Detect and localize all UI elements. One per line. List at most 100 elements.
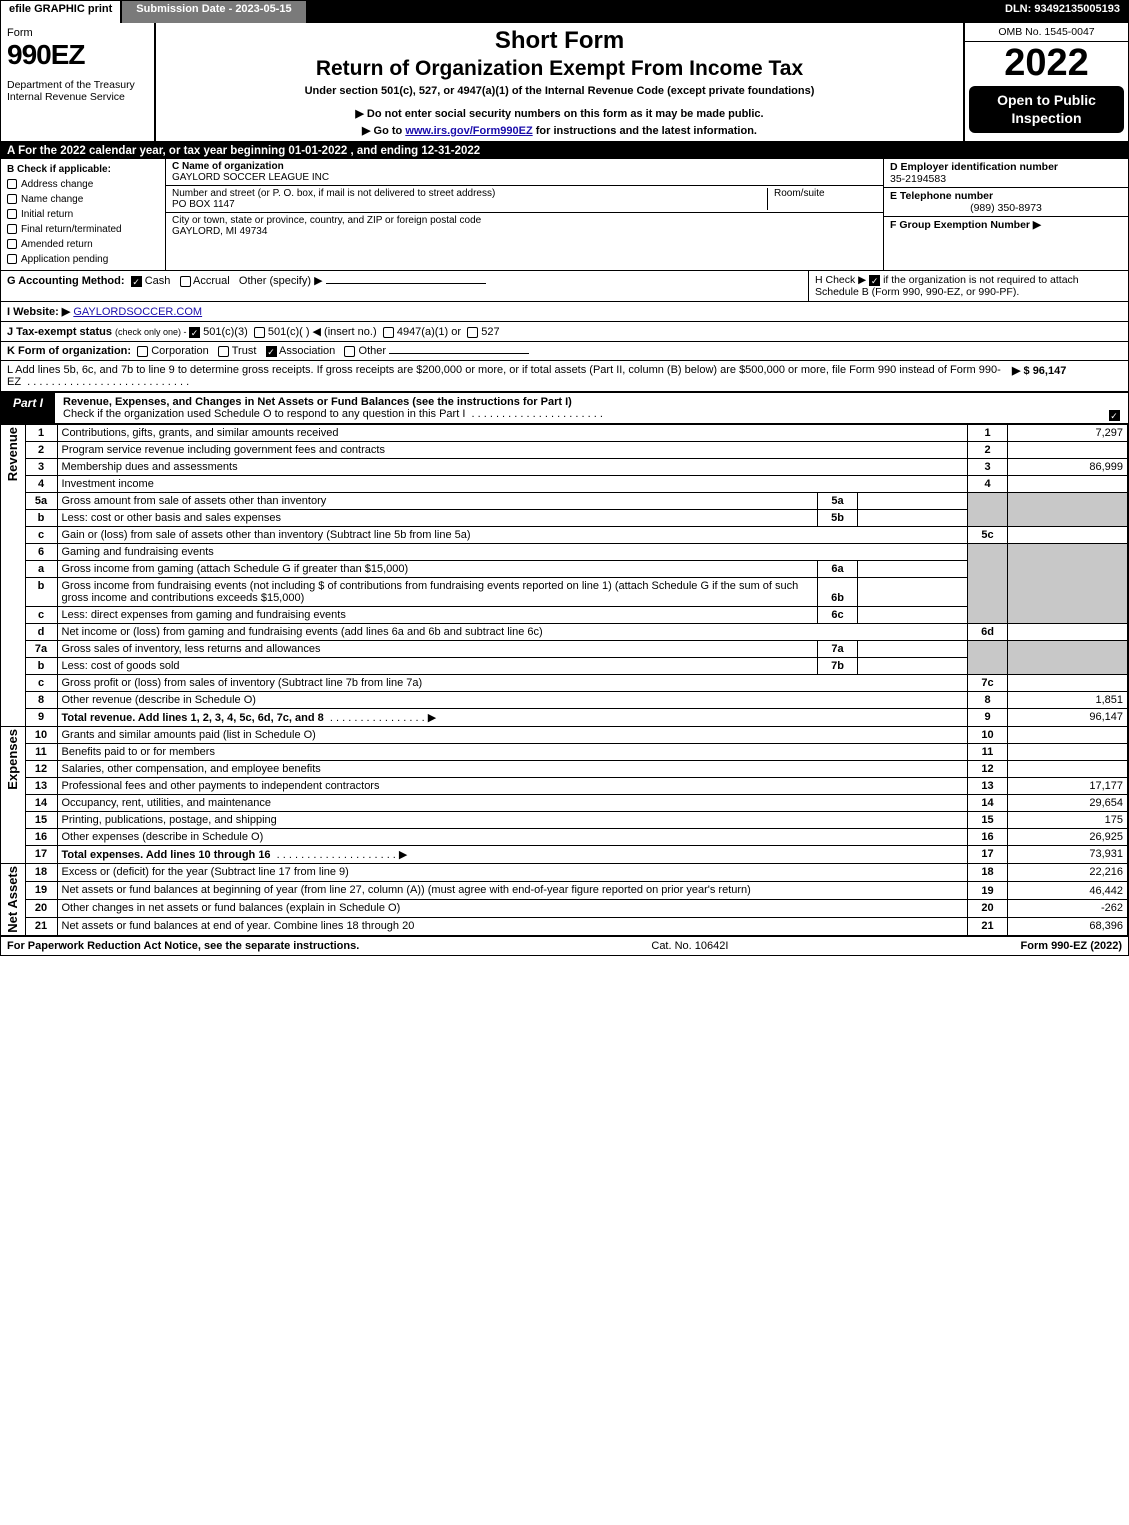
line-4: 4 Investment income 4 [1, 476, 1128, 493]
e-value: (989) 350-8973 [890, 202, 1122, 214]
top-bar: efile GRAPHIC print Submission Date - 20… [1, 1, 1128, 23]
checkbox-name-change[interactable] [7, 194, 17, 204]
efile-print-label[interactable]: efile GRAPHIC print [1, 1, 122, 23]
j-note: (check only one) - [115, 327, 189, 337]
checkbox-initial-return[interactable] [7, 209, 17, 219]
checkbox-501c3[interactable] [189, 327, 200, 338]
checkbox-association[interactable] [266, 346, 277, 357]
opt-name-change: Name change [21, 194, 83, 205]
line-12: 12Salaries, other compensation, and empl… [1, 761, 1128, 778]
section-d-e-f: D Employer identification number 35-2194… [883, 159, 1128, 270]
line-7a: 7a Gross sales of inventory, less return… [1, 641, 1128, 658]
checkbox-corporation[interactable] [137, 346, 148, 357]
goto-line: ▶ Go to www.irs.gov/Form990EZ for instru… [162, 124, 957, 137]
checkbox-amended-return[interactable] [7, 239, 17, 249]
shade-5ab [968, 493, 1008, 527]
block-g-h: G Accounting Method: Cash Accrual Other … [1, 271, 1128, 302]
tax-year: 2022 [965, 42, 1128, 82]
line-10: Expenses 10 Grants and similar amounts p… [1, 727, 1128, 744]
checkbox-501c[interactable] [254, 327, 265, 338]
opt-amended-return: Amended return [21, 239, 93, 250]
j-o2: 501(c)( ) ◀ (insert no.) [268, 326, 377, 338]
checkbox-schedule-b[interactable] [869, 275, 880, 286]
shade-7ab-v [1008, 641, 1128, 675]
checkbox-accrual[interactable] [180, 276, 191, 287]
submission-date-label: Submission Date - 2023-05-15 [122, 1, 307, 23]
k-o3: Association [279, 345, 335, 357]
street-label: Number and street (or P. O. box, if mail… [172, 188, 495, 199]
checkbox-final-return[interactable] [7, 224, 17, 234]
part-i-header: Part I Revenue, Expenses, and Changes in… [1, 392, 1128, 424]
line-18: Net Assets 18Excess or (deficit) for the… [1, 864, 1128, 882]
org-name: GAYLORD SOCCER LEAGUE INC [172, 172, 329, 183]
j-o1: 501(c)(3) [203, 326, 248, 338]
form-title-2: Return of Organization Exempt From Incom… [162, 57, 957, 81]
line-2: 2 Program service revenue including gove… [1, 442, 1128, 459]
k-o2: Trust [232, 345, 257, 357]
val-7b [858, 658, 968, 675]
checkbox-address-change[interactable] [7, 179, 17, 189]
l-gross-receipts-row: L Add lines 5b, 6c, and 7b to line 9 to … [1, 361, 1128, 392]
checkbox-schedule-o-part-i[interactable] [1109, 410, 1120, 421]
checkbox-trust[interactable] [218, 346, 229, 357]
section-c-org-info: C Name of organization GAYLORD SOCCER LE… [166, 159, 883, 270]
checkbox-cash[interactable] [131, 276, 142, 287]
g-other-blank[interactable] [326, 283, 486, 284]
shade-6 [968, 544, 1008, 624]
d-value: 35-2194583 [890, 173, 946, 185]
j-tax-exempt-row: J Tax-exempt status (check only one) - 5… [1, 322, 1128, 342]
k-other-blank[interactable] [389, 353, 529, 354]
g-accounting: G Accounting Method: Cash Accrual Other … [1, 271, 808, 301]
d-label: D Employer identification number [890, 161, 1058, 173]
j-label: J Tax-exempt status [7, 326, 112, 338]
part-i-table: Revenue 1 Contributions, gifts, grants, … [1, 424, 1128, 936]
line-13: 13Professional fees and other payments t… [1, 778, 1128, 795]
irs-link[interactable]: www.irs.gov/Form990EZ [405, 125, 532, 137]
line-3: 3 Membership dues and assessments 3 86,9… [1, 459, 1128, 476]
checkbox-other-org[interactable] [344, 346, 355, 357]
form-990ez-page: efile GRAPHIC print Submission Date - 20… [0, 0, 1129, 956]
line-15: 15Printing, publications, postage, and s… [1, 812, 1128, 829]
k-form-org-row: K Form of organization: Corporation Trus… [1, 342, 1128, 361]
line-7c: c Gross profit or (loss) from sales of i… [1, 675, 1128, 692]
g-other: Other (specify) ▶ [239, 275, 323, 287]
line-16: 16Other expenses (describe in Schedule O… [1, 829, 1128, 846]
checkbox-527[interactable] [467, 327, 478, 338]
line-20: 20Other changes in net assets or fund ba… [1, 899, 1128, 917]
checkbox-application-pending[interactable] [7, 254, 17, 264]
k-o1: Corporation [151, 345, 208, 357]
org-name-row: C Name of organization GAYLORD SOCCER LE… [166, 159, 883, 186]
room-label: Room/suite [774, 188, 825, 199]
website-link[interactable]: GAYLORDSOCCER.COM [73, 306, 202, 318]
side-net-assets: Net Assets [1, 864, 25, 936]
page-footer: For Paperwork Reduction Act Notice, see … [1, 936, 1128, 955]
val-6a [858, 561, 968, 578]
val-5b [858, 510, 968, 527]
e-phone: E Telephone number (989) 350-8973 [884, 188, 1128, 217]
opt-address-change: Address change [21, 179, 93, 190]
checkbox-4947[interactable] [383, 327, 394, 338]
line-21: 21Net assets or fund balances at end of … [1, 917, 1128, 935]
part-i-checkbox-cell [1100, 393, 1128, 423]
line-6c: c Less: direct expenses from gaming and … [1, 607, 1128, 624]
g-cash: Cash [145, 275, 171, 287]
goto-prefix: ▶ Go to [362, 125, 405, 137]
form-title-1: Short Form [162, 27, 957, 55]
goto-suffix: for instructions and the latest informat… [533, 125, 757, 137]
opt-application-pending: Application pending [21, 254, 108, 265]
line-14: 14Occupancy, rent, utilities, and mainte… [1, 795, 1128, 812]
part-i-title: Revenue, Expenses, and Changes in Net As… [55, 393, 1100, 423]
part-i-dots: . . . . . . . . . . . . . . . . . . . . … [468, 408, 602, 420]
val-5a [858, 493, 968, 510]
street-row: Number and street (or P. O. box, if mail… [166, 186, 883, 213]
opt-final-return: Final return/terminated [21, 224, 122, 235]
line-17-desc: Total expenses. Add lines 10 through 16 … [57, 846, 968, 864]
line-9-desc: Total revenue. Add lines 1, 2, 3, 4, 5c,… [57, 709, 968, 727]
line-1: Revenue 1 Contributions, gifts, grants, … [1, 425, 1128, 442]
opt-initial-return: Initial return [21, 209, 73, 220]
i-label: I Website: ▶ [7, 306, 70, 318]
line-6: 6 Gaming and fundraising events [1, 544, 1128, 561]
header-left: Form 990EZ Department of the Treasury In… [1, 23, 156, 141]
l-amount: ▶ $ 96,147 [1012, 364, 1122, 388]
e-label: E Telephone number [890, 190, 993, 202]
